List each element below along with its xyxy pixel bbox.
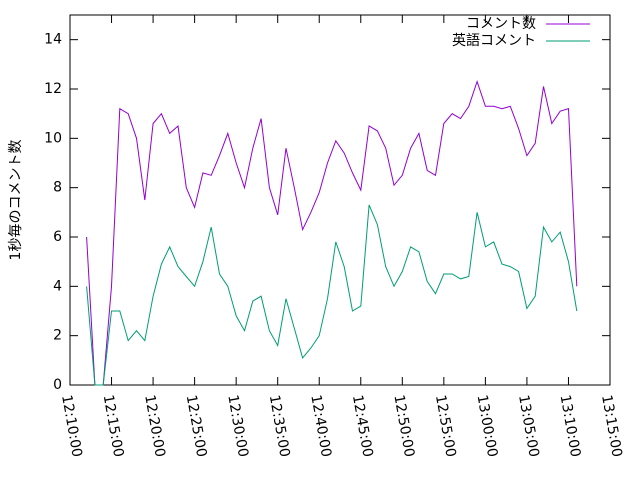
x-tick-label: 13:15:00 [598,394,625,459]
x-tick-label: 13:05:00 [515,394,542,459]
y-tick-label: 6 [53,229,62,245]
series-line [86,80,578,386]
x-tick-label: 12:30:00 [224,394,251,459]
series-line [86,204,578,386]
plot-frame [69,14,611,386]
x-tick-label: 12:55:00 [432,394,459,459]
x-tick-label: 12:50:00 [390,394,417,459]
x-tick-label: 12:45:00 [349,394,376,459]
y-tick-label: 10 [44,130,62,146]
y-tick-label: 0 [53,377,62,393]
x-tick-label: 13:00:00 [474,394,501,459]
x-tick-label: 13:10:00 [557,394,584,459]
y-tick-label: 4 [53,278,62,294]
y-tick-label: 12 [44,81,62,97]
y-axis-label: 1秒毎のコメント数 [8,140,24,261]
x-tick-label: 12:15:00 [100,394,127,459]
y-tick-label: 14 [44,32,62,48]
x-tick-label: 12:40:00 [307,394,334,459]
x-tick-label: 12:35:00 [266,394,293,459]
x-tick-label: 12:20:00 [141,394,168,459]
legend-label: 英語コメント [452,32,536,49]
y-tick-label: 2 [53,328,62,344]
y-tick-label: 8 [53,180,62,196]
legend-label: コメント数 [466,16,536,32]
x-tick-label: 12:10:00 [58,394,85,459]
x-tick-label: 12:25:00 [183,394,210,459]
